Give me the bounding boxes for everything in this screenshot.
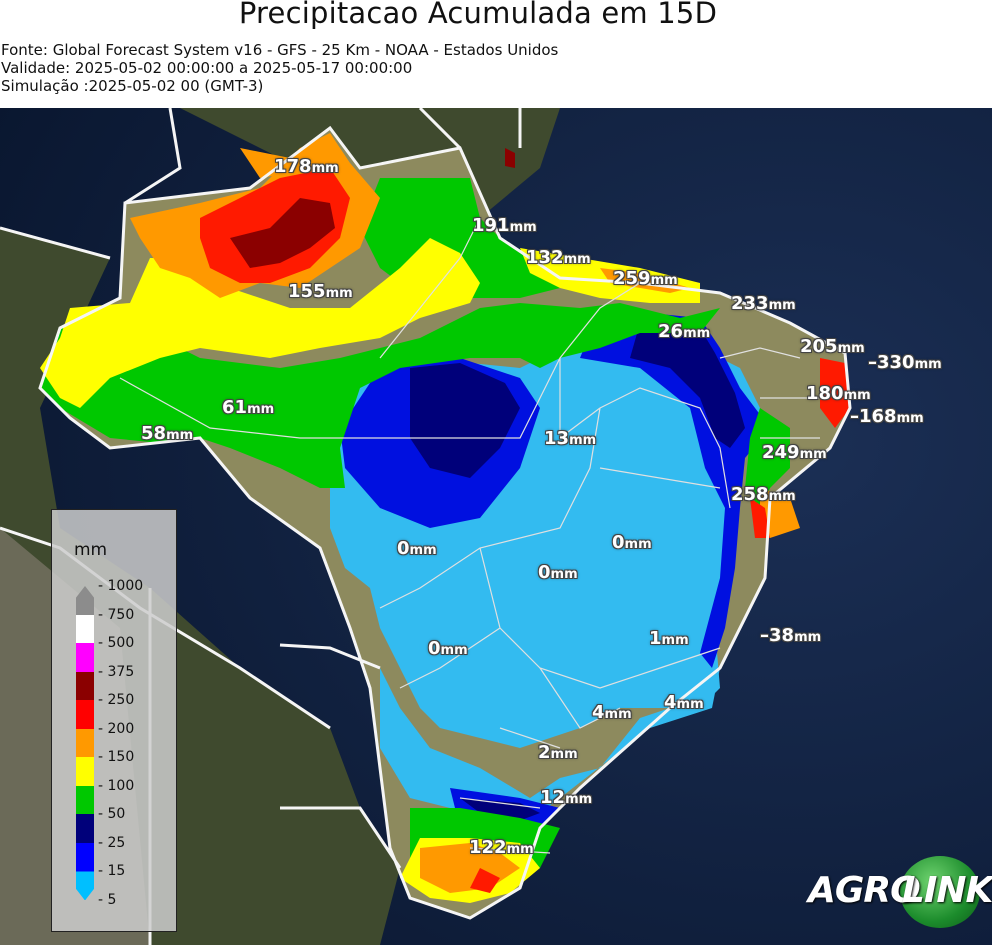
map-label-38: –38mm xyxy=(760,625,822,646)
map-label-4-a: 4mm xyxy=(592,702,632,723)
map-label-122: 122mm xyxy=(469,837,534,858)
legend-tick: - 150 xyxy=(98,749,135,766)
map-label-4-b: 4mm xyxy=(664,692,704,713)
legend-swatch xyxy=(76,785,94,815)
map-label-13: 13mm xyxy=(544,428,597,449)
map-label-259: 259mm xyxy=(613,268,678,289)
legend-tick: - 500 xyxy=(98,635,135,652)
precip-250mm xyxy=(230,148,515,268)
map-label-178: 178mm xyxy=(274,156,339,177)
map-label-168: –168mm xyxy=(850,406,924,427)
logo-agro-text: AGRO xyxy=(808,870,921,911)
precip-150mm xyxy=(130,133,800,893)
map-label-132: 132mm xyxy=(526,247,591,268)
map-label-249: 249mm xyxy=(762,442,827,463)
legend-swatch xyxy=(76,814,94,844)
legend-swatch xyxy=(76,700,94,730)
map-label-205: 205mm xyxy=(800,336,865,357)
legend-tick: - 200 xyxy=(98,720,135,737)
legend-tick: - 50 xyxy=(98,806,126,823)
legend-swatch xyxy=(76,842,94,872)
legend: mm - 1000 - 750 - 500 - 375 - 250 - 200 - 150 -… xyxy=(51,509,177,932)
map-label-191: 191mm xyxy=(472,215,537,236)
map-label-155: 155mm xyxy=(288,281,353,302)
legend-swatch xyxy=(76,757,94,787)
state-borders xyxy=(119,217,820,854)
source-text: Fonte: Global Forecast System v16 - GFS … xyxy=(1,41,559,59)
legend-tick: - 15 xyxy=(98,863,126,880)
legend-swatch xyxy=(76,643,94,673)
legend-swatch xyxy=(76,586,94,616)
map-label-233: 233mm xyxy=(731,293,796,314)
logo-link-text: LINK xyxy=(902,870,992,911)
precipitation-map: 178mm 191mm 132mm 155mm 259mm 233mm 26mm… xyxy=(0,108,992,945)
map-label-26: 26mm xyxy=(658,321,711,342)
legend-tick: - 750 xyxy=(98,606,135,623)
map-label-180: 180mm xyxy=(806,383,871,404)
page-title: Precipitacao Acumulada em 15D xyxy=(238,0,718,30)
legend-tick: - 25 xyxy=(98,834,126,851)
validity-text: Validade: 2025-05-02 00:00:00 a 2025-05-… xyxy=(1,59,413,77)
legend-title: mm xyxy=(74,540,108,560)
legend-colorbar xyxy=(76,586,94,901)
legend-swatch xyxy=(76,614,94,644)
map-label-330: –330mm xyxy=(868,352,942,373)
legend-swatch xyxy=(76,871,94,901)
legend-tick: - 100 xyxy=(98,777,135,794)
map-label-258: 258mm xyxy=(731,484,796,505)
map-label-0-d: 0mm xyxy=(428,638,468,659)
agrolink-logo: AGRO LINK xyxy=(806,856,992,928)
map-label-0-c: 0mm xyxy=(538,562,578,583)
legend-swatch xyxy=(76,728,94,758)
map-label-1: 1mm xyxy=(649,628,689,649)
legend-tick: - 1000 xyxy=(98,578,144,594)
precip-25mm xyxy=(410,323,745,828)
map-label-0-b: 0mm xyxy=(612,532,652,553)
map-label-0-a: 0mm xyxy=(397,538,437,559)
simulation-text: Simulação :2025-05-02 00 (GMT-3) xyxy=(1,77,264,95)
legend-tick: - 250 xyxy=(98,692,135,709)
legend-tick: - 5 xyxy=(98,892,117,908)
map-label-12: 12mm xyxy=(540,787,593,808)
map-label-2: 2mm xyxy=(538,742,578,763)
map-label-61: 61mm xyxy=(222,397,275,418)
legend-tick: - 375 xyxy=(98,663,135,680)
legend-swatch xyxy=(76,671,94,701)
map-label-58: 58mm xyxy=(141,423,194,444)
logo-circle xyxy=(900,856,980,928)
